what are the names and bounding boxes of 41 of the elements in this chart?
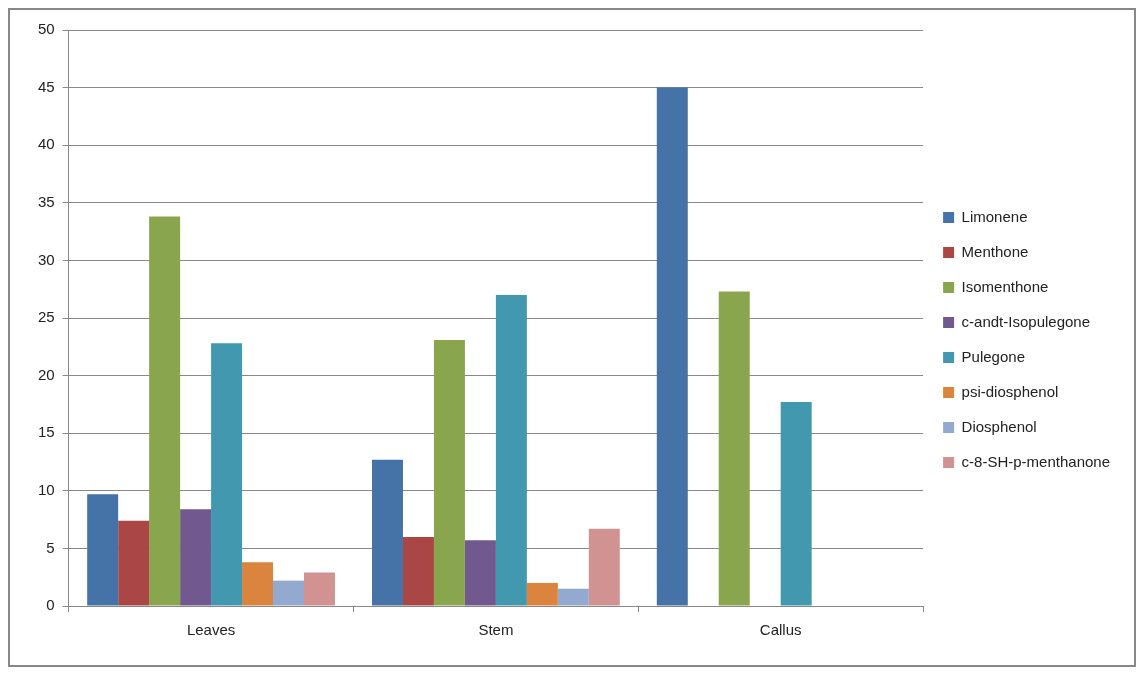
bar xyxy=(718,291,750,606)
y-tick-label: 45 xyxy=(38,77,55,95)
y-tick-label: 10 xyxy=(38,480,55,498)
y-tick-label: 25 xyxy=(38,308,55,326)
legend-label: psi-diosphenol xyxy=(961,382,1059,400)
bar xyxy=(149,216,181,606)
legend-label: Menthone xyxy=(961,242,1029,260)
legend-label: Pulegone xyxy=(961,347,1025,365)
bar xyxy=(526,582,558,606)
y-tick-label: 50 xyxy=(38,20,55,38)
y-tick-label: 30 xyxy=(38,250,55,268)
bar xyxy=(464,540,496,606)
x-tick-label: Callus xyxy=(759,621,802,639)
y-tick-label: 15 xyxy=(38,423,55,441)
y-tick-label: 40 xyxy=(38,135,55,153)
y-tick-label: 5 xyxy=(46,538,55,556)
bar xyxy=(495,294,527,606)
bar xyxy=(780,402,812,606)
bar xyxy=(372,459,403,606)
legend-label: c-andt-Isopulegone xyxy=(961,312,1091,330)
bar xyxy=(557,588,589,606)
legend-label: Diosphenol xyxy=(961,417,1037,435)
bar xyxy=(273,580,304,606)
bar xyxy=(87,494,119,606)
bar xyxy=(656,87,688,606)
y-tick-label: 0 xyxy=(46,596,55,614)
bar xyxy=(588,528,620,606)
x-tick-label: Stem xyxy=(478,621,514,639)
bar xyxy=(118,520,150,606)
bar xyxy=(433,339,465,606)
x-tick-label: Leaves xyxy=(186,621,236,639)
legend-label: Limonene xyxy=(961,207,1028,225)
legend-label: Isomenthone xyxy=(961,277,1049,295)
bar xyxy=(242,562,274,606)
bar xyxy=(304,572,335,606)
y-tick-label: 20 xyxy=(38,365,55,383)
bar xyxy=(180,509,212,606)
bar xyxy=(211,343,243,606)
y-tick-label: 35 xyxy=(38,192,55,210)
legend-label: c-8-SH-p-menthanone xyxy=(961,452,1110,470)
bar xyxy=(402,536,434,606)
